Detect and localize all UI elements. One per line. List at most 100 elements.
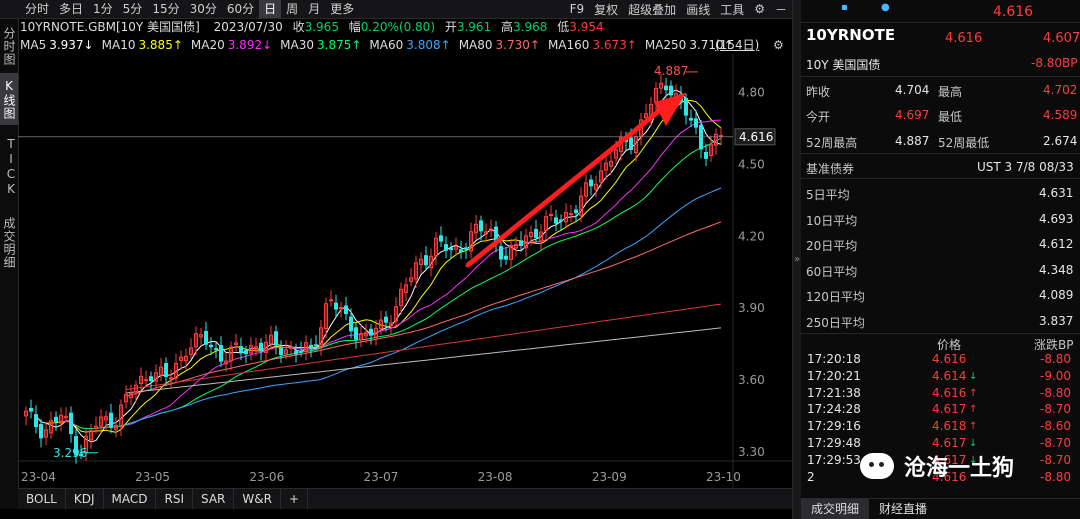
settings-gear-icon[interactable]: ⚙ [754, 2, 765, 16]
candle-body [539, 231, 543, 242]
candle-body [309, 344, 313, 349]
tick-bp: -8.80 [1040, 385, 1072, 400]
timeframe-1[interactable]: 多日 [59, 2, 84, 16]
timeframe-4[interactable]: 15分 [152, 2, 180, 16]
open-label: 今开 [806, 110, 831, 124]
tick-header-price: 价格 [937, 338, 962, 352]
change-label: 幅 [348, 20, 361, 34]
tick-row: 17:29:53 4.617 ↓ -8.70 [807, 452, 1076, 469]
indicator-tab-4[interactable]: SAR [193, 489, 235, 509]
benchmark-label: 基准债券 [806, 162, 855, 176]
candle-body [629, 137, 633, 151]
indicator-tab-5[interactable]: W&R [234, 489, 281, 509]
candle-body [209, 344, 213, 348]
indicator-tab-1[interactable]: KDJ [66, 489, 104, 509]
toolbar-action-0[interactable]: F9 [569, 2, 585, 16]
candle-body [549, 214, 553, 217]
indicator-tab-2[interactable]: MACD [104, 489, 157, 509]
toolbar-action-1[interactable]: 复权 [594, 2, 619, 17]
toolbar-action-2[interactable]: 超级叠加 [628, 2, 677, 17]
bell-icon[interactable]: ● [881, 2, 890, 13]
candle-body [259, 342, 263, 352]
change-bp: -8.80BP [1031, 56, 1078, 70]
timeframe-2[interactable]: 1分 [93, 2, 113, 16]
candle-body [569, 213, 573, 216]
toolbar-action-4[interactable]: 工具 [720, 2, 745, 17]
ma-label-1: MA10 [101, 38, 136, 52]
candle-body [599, 170, 603, 183]
tick-price: 4.616 [932, 469, 967, 484]
bar-count[interactable]: (154日) [715, 38, 760, 52]
arrow-down-icon: ↓ [969, 454, 978, 466]
timeframe-8[interactable]: 周 [286, 2, 299, 16]
candle-body [59, 414, 63, 424]
tab-trade-details[interactable]: 成交明细 [801, 499, 870, 519]
candle-body [84, 435, 88, 453]
candle-body [379, 319, 383, 330]
candle-body [194, 333, 198, 348]
candle-body [44, 429, 48, 438]
candle-body [684, 98, 688, 116]
candle-body [299, 350, 303, 353]
candle-body [284, 349, 288, 355]
toolbar-action-3[interactable]: 画线 [686, 2, 711, 17]
timeframe-10[interactable]: 更多 [330, 2, 355, 16]
wk52-high-value: 4.887 [895, 134, 930, 148]
open-value: 3.961 [456, 20, 492, 34]
watermark-text: 沧海一土狗 [904, 456, 1015, 481]
high-value: 3.968 [513, 20, 548, 34]
candle-body [474, 223, 478, 234]
minimize-icon[interactable]: － [774, 2, 787, 17]
tab-tick[interactable]: TICK [4, 137, 18, 197]
kline-chart[interactable]: 4.80 4.50 4.20 3.90 3.60 3.30 23-04 23-05 23-06 2… [18, 54, 792, 488]
current-price-label: 4.616 [739, 130, 773, 144]
instrument-code: 10YRNOTE [806, 26, 896, 44]
bid-price: 4.607 [1043, 31, 1080, 46]
tab-time-chart[interactable]: 分时图 [2, 26, 16, 66]
avg-value-4: 4.089 [1039, 288, 1074, 302]
collapse-icon[interactable]: » [793, 254, 801, 265]
candle-body [354, 327, 358, 340]
candle-body [274, 331, 278, 346]
candle-body [594, 183, 598, 190]
avg-label-0: 5日平均 [806, 188, 850, 202]
candle-body [554, 217, 558, 224]
pin-icon[interactable]: ▪ [841, 2, 848, 13]
timeframe-9[interactable]: 月 [308, 2, 321, 16]
candle-body [189, 347, 193, 356]
tab-trade-detail[interactable]: 成交明细 [2, 217, 16, 269]
candle-body [469, 231, 473, 252]
tab-finance-live[interactable]: 财经直播 [879, 502, 928, 516]
candle-body [414, 262, 418, 280]
tick-bp: -8.60 [1040, 419, 1072, 434]
candle-body [704, 151, 708, 159]
quote-panel: ▪ ● 4.616 10YRNOTE 4.616 4.607 10Y 美国国债 … [801, 0, 1080, 519]
candle-body [99, 416, 103, 427]
candle-body [234, 342, 238, 345]
tick-time: 17:20:18 [807, 352, 861, 366]
tab-kline[interactable]: K线图 [0, 73, 18, 125]
timeframe-3[interactable]: 5分 [122, 2, 143, 16]
timeframe-5[interactable]: 30分 [189, 2, 217, 16]
candle-body [614, 149, 618, 159]
open-label: 开 [444, 20, 457, 34]
tick-time: 2 [807, 469, 815, 484]
x-tick-label: 23-04 [21, 470, 56, 484]
tick-price: 4.618 [932, 419, 967, 434]
candle-body [104, 416, 108, 421]
gear-icon[interactable]: ⚙ [773, 38, 784, 52]
timeframe-0[interactable]: 分时 [25, 2, 50, 16]
candle-body [344, 305, 348, 315]
y-tick-label: 3.60 [738, 373, 765, 387]
indicator-tab-0[interactable]: BOLL [18, 489, 66, 509]
day-high-value: 4.702 [1043, 83, 1078, 97]
candle-body [279, 347, 283, 356]
tick-time: 17:29:48 [807, 436, 861, 450]
indicator-tab-3[interactable]: RSI [156, 489, 193, 509]
candle-body [699, 124, 703, 150]
indicator-tab-6[interactable]: + [281, 489, 308, 509]
timeframe-7[interactable]: 日 [259, 0, 282, 18]
candle-body [489, 228, 493, 232]
candle-body [364, 332, 368, 337]
timeframe-6[interactable]: 60分 [226, 2, 255, 16]
